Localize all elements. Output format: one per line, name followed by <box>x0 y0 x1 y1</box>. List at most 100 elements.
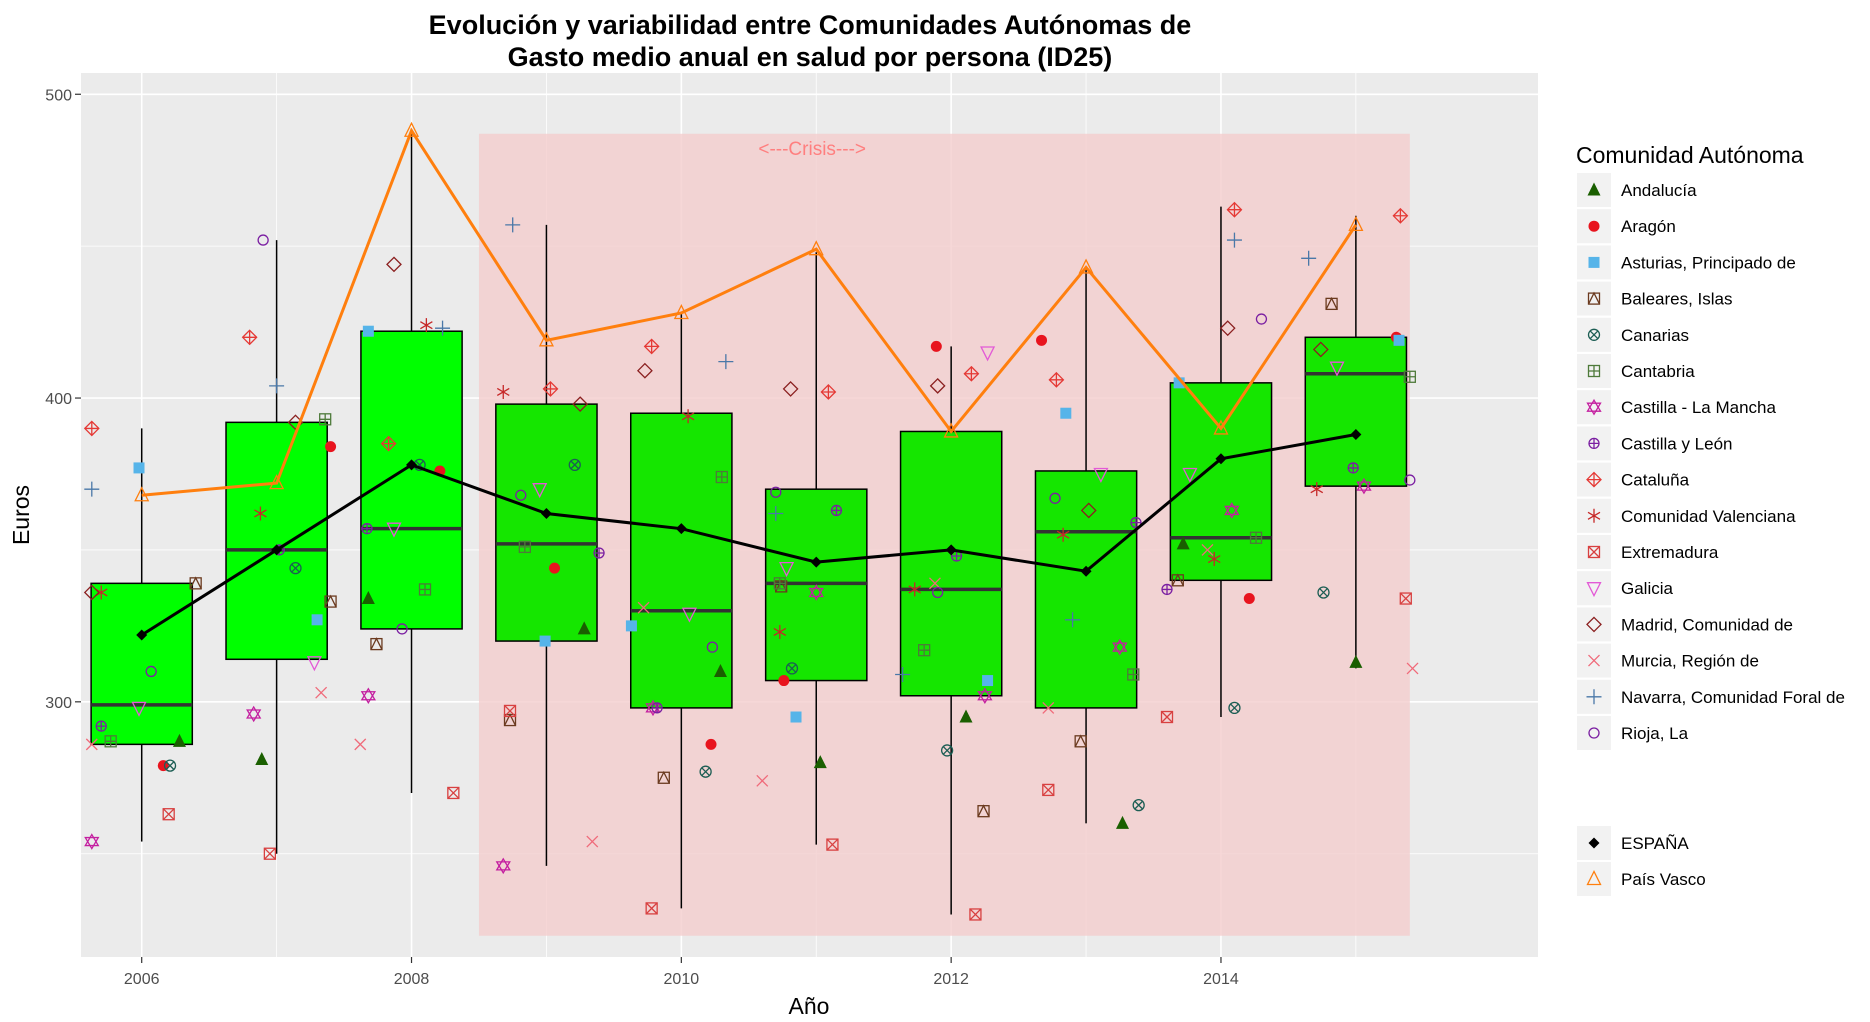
data-point <box>715 470 728 484</box>
data-point <box>1049 492 1061 504</box>
pais-vasco-point <box>673 304 689 320</box>
legend-item: Galicia <box>1577 571 1674 606</box>
data-point <box>785 662 799 675</box>
data-point <box>586 835 599 848</box>
legend-item: Madrid, Comunidad de <box>1577 607 1793 642</box>
legend-symbol <box>1587 291 1601 305</box>
legend-item: Castilla y León <box>1577 426 1733 461</box>
data-point <box>145 665 157 678</box>
x-tick-label: 2006 <box>124 971 160 988</box>
data-point <box>515 489 527 501</box>
data-point <box>361 523 373 535</box>
data-point <box>918 644 931 657</box>
legend-label: País Vasco <box>1621 870 1706 889</box>
legend-item: Andalucía <box>1577 173 1697 207</box>
data-point <box>1226 201 1243 218</box>
data-point <box>1056 527 1070 542</box>
legend-symbol <box>1586 471 1602 488</box>
espana-point <box>1215 453 1227 465</box>
data-point <box>826 838 839 851</box>
legend-label: Rioja, La <box>1621 724 1689 743</box>
espana-point <box>136 629 148 641</box>
data-point <box>505 217 521 233</box>
y-tick-label: 300 <box>45 695 72 712</box>
data-point <box>1161 583 1173 596</box>
data-point <box>572 396 589 413</box>
legend-symbol <box>1586 582 1602 598</box>
data-point <box>1065 612 1081 628</box>
data-point <box>1042 783 1055 797</box>
pais-vasco-point <box>403 121 420 137</box>
data-point <box>1060 407 1072 419</box>
legend-label: Aragón <box>1621 217 1676 236</box>
data-point <box>820 384 837 400</box>
series-lines <box>134 121 1364 641</box>
data-point <box>254 506 267 521</box>
data-point <box>386 256 402 273</box>
data-point <box>1325 296 1338 311</box>
data-point <box>361 591 375 605</box>
legend-label: Canarias <box>1621 326 1689 345</box>
legend-symbol <box>1587 364 1601 378</box>
data-point <box>1393 334 1405 346</box>
legend-item: Murcia, Región de <box>1577 643 1759 678</box>
data-point <box>681 607 697 623</box>
legend-label: Cantabria <box>1621 362 1695 381</box>
data-point <box>324 594 337 608</box>
legend-label: Navarra, Comunidad Foral de <box>1621 688 1845 707</box>
data-point <box>133 462 145 474</box>
data-point <box>83 420 100 437</box>
data-point <box>1182 467 1198 483</box>
data-point <box>1173 377 1185 389</box>
legend-symbol <box>1588 256 1600 268</box>
espana-point <box>945 544 957 556</box>
legend-symbol <box>1588 220 1600 232</box>
legend-key <box>1577 281 1611 316</box>
data-point <box>1127 668 1140 681</box>
data-point <box>172 733 186 747</box>
data-point <box>354 738 367 751</box>
legend-title: Comunidad Autónoma <box>1576 142 1804 168</box>
legend-symbol <box>1588 654 1600 667</box>
data-point <box>362 325 374 337</box>
crisis-label: <---Crisis---> <box>758 139 866 160</box>
pais-vasco-point <box>808 240 824 256</box>
legend-symbol <box>1588 837 1600 849</box>
data-point <box>496 384 510 399</box>
data-point <box>657 770 670 784</box>
legend: Andalucía Aragón Asturias, Principado de Ba… <box>1577 173 1845 750</box>
data-point <box>940 744 954 757</box>
legend-secondary: ESPAÑA País Vasco <box>1577 826 1706 896</box>
box-body <box>1304 336 1408 487</box>
legend-symbol <box>1586 616 1602 633</box>
y-axis-title: Euros <box>8 485 34 545</box>
data-point <box>790 711 802 723</box>
legend-label: Castilla y León <box>1621 434 1733 453</box>
data-point <box>255 752 269 766</box>
data-point <box>929 377 946 394</box>
legend-item: Rioja, La <box>1577 716 1689 750</box>
data-point <box>495 857 511 875</box>
data-point <box>1171 573 1184 587</box>
data-point <box>1080 502 1097 519</box>
x-tick-label: 2010 <box>664 971 700 988</box>
data-point <box>85 738 98 751</box>
espana-point <box>1080 565 1092 577</box>
chart-title-line2: Gasto medio anual en salud por persona (… <box>508 42 1113 72</box>
data-point <box>1042 701 1055 714</box>
data-point <box>1130 516 1142 529</box>
box-body <box>629 412 733 709</box>
box-body <box>360 330 463 630</box>
data-point <box>263 847 277 860</box>
data-point <box>699 765 712 778</box>
data-point <box>773 624 787 639</box>
data-point <box>1093 467 1109 483</box>
data-point <box>932 586 944 599</box>
data-point <box>651 702 663 714</box>
data-point <box>246 705 262 723</box>
data-point <box>1048 371 1065 388</box>
legend-item: Castilla - La Mancha <box>1577 390 1777 425</box>
data-point <box>1132 798 1145 812</box>
data-point <box>435 320 451 336</box>
